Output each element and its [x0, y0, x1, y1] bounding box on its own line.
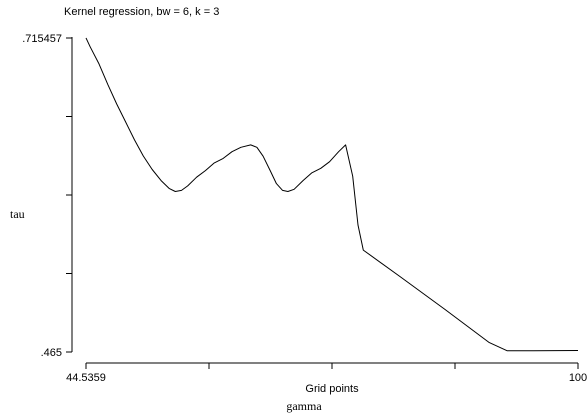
y-tick-label: .465	[41, 347, 62, 359]
chart-title: Kernel regression, bw = 6, k = 3	[64, 6, 219, 18]
x-axis: 44.5359 100 Grid points gamma	[66, 362, 587, 413]
series-line	[85, 37, 579, 352]
y-ticks: .465 .715457	[22, 33, 72, 359]
x-tick-label: 100	[569, 372, 587, 384]
plot-area	[85, 37, 579, 352]
y-tick-label: .715457	[22, 33, 62, 45]
y-axis-label: tau	[10, 207, 25, 221]
x-ticks: 44.5359 100	[66, 363, 587, 384]
x-axis-variable-label: gamma	[286, 399, 322, 413]
y-axis: .465 .715457 tau	[10, 33, 73, 359]
x-axis-label: Grid points	[305, 383, 359, 395]
x-tick-label: 44.5359	[66, 372, 106, 384]
